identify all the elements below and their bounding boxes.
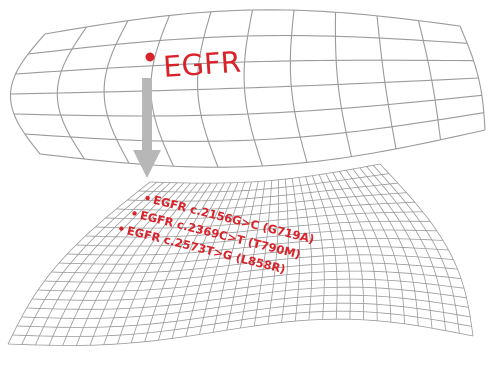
coarse-grid-line (39, 129, 486, 168)
fine-grid-line (85, 220, 431, 238)
fine-grid-surface (7, 163, 474, 346)
gene-label: EGFR (162, 45, 242, 84)
variant-bullet-dot (132, 211, 137, 216)
fine-grid-line (16, 302, 471, 328)
fine-grid-line (75, 229, 437, 247)
fine-grid-line (149, 163, 381, 184)
fine-grid-line (95, 211, 423, 229)
coarse-grid-line (13, 94, 482, 117)
fine-grid-line (12, 310, 472, 337)
fine-grid-line (21, 294, 469, 319)
variant-bullet-dot (119, 226, 124, 231)
down-arrow (133, 78, 161, 178)
fine-grid-line (32, 278, 465, 301)
coarse-grid-line (28, 34, 468, 55)
coarse-grid-line (24, 112, 484, 142)
fine-grid-line (127, 182, 398, 202)
fine-grid-line (116, 192, 407, 211)
fine-grid-line (37, 270, 462, 292)
fine-grid-line (7, 318, 474, 346)
fine-grid-line (105, 201, 415, 220)
coarse-grid-surface (9, 9, 486, 168)
fine-grid-line (44, 262, 458, 283)
fine-grid-line (67, 237, 444, 256)
fine-grid-line (51, 254, 454, 274)
fine-grid-line (58, 246, 449, 265)
fine-grid-line (138, 173, 390, 193)
coarse-grid-line (44, 9, 461, 35)
coarse-grid-line (15, 59, 474, 75)
fine-grid-line (26, 286, 467, 310)
coarse-grid-line (10, 77, 479, 95)
variant-bullet-dot (145, 195, 150, 201)
gene-bullet-dot (145, 52, 155, 62)
